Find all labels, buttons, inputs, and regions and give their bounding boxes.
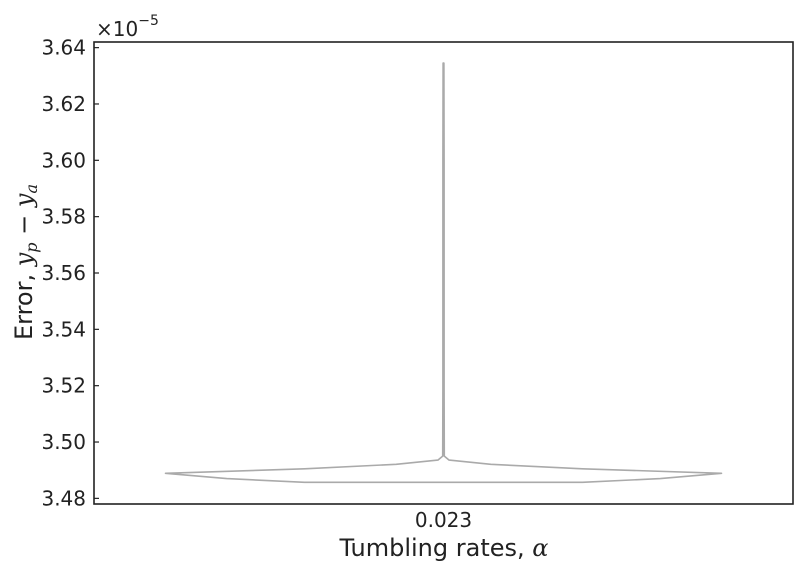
x-axis-label: Tumbling rates, α	[339, 534, 549, 562]
y-tick-label: 3.50	[41, 430, 86, 454]
y-tick-label: 3.54	[41, 317, 86, 341]
y-tick-label: 3.62	[41, 92, 86, 116]
violin-body	[164, 62, 723, 484]
x-tick-label: 0.023	[415, 508, 472, 532]
y-axis: 3.48 3.50 3.52 3.54 3.56 3.58 3.60 3.62 3.64	[41, 36, 99, 510]
y-axis-label: Error, yp − ya	[10, 184, 41, 340]
y-offset-base: ×10	[96, 17, 138, 41]
y-tick-label: 3.48	[41, 486, 86, 510]
y-offset-exponent: −5	[138, 13, 159, 29]
y-axis-offset-label: ×10−5	[96, 13, 159, 41]
y-tick-label: 3.56	[41, 261, 86, 285]
y-tick-label: 3.52	[41, 374, 86, 398]
violin-layer	[164, 62, 723, 484]
y-tick-label: 3.64	[41, 36, 86, 60]
y-tick-label: 3.60	[41, 148, 86, 172]
y-tick-label: 3.58	[41, 205, 86, 229]
x-axis: 0.023	[415, 508, 472, 532]
